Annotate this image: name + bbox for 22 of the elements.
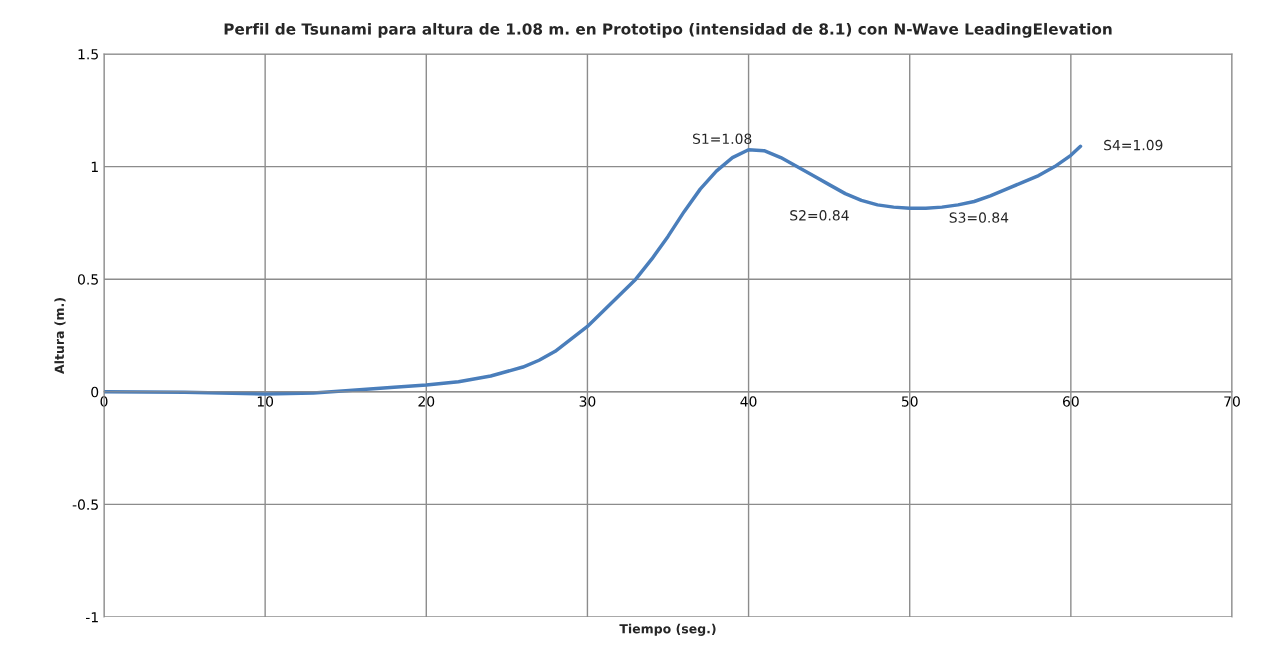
y-tick-label: 0 xyxy=(91,386,99,398)
annotation: S3=0.84 xyxy=(949,212,1009,223)
x-tick-label: 30 xyxy=(579,396,596,407)
x-tick-label: 50 xyxy=(901,396,918,407)
chart-title: Perfil de Tsunami para altura de 1.08 m. en Prototipo (intensidad de 8.1) con N-Wave LeadingElevation xyxy=(224,22,1112,38)
x-tick-label: 10 xyxy=(257,396,274,407)
y-axis-title: Altura (m.) xyxy=(54,298,66,374)
y-tick-label: -0.5 xyxy=(72,499,98,510)
y-tick-label: 0.5 xyxy=(77,274,98,285)
y-tick-label: -1 xyxy=(85,612,98,623)
x-axis-title: Tiempo (seg.) xyxy=(619,623,716,636)
y-tick-label: 1.5 xyxy=(78,49,98,60)
x-tick-label: 20 xyxy=(418,396,435,407)
x-tick-label: 70 xyxy=(1224,396,1240,407)
x-tick-label: 0 xyxy=(100,396,108,407)
line-series xyxy=(104,144,1083,396)
x-tick-label: 40 xyxy=(740,396,757,407)
x-tick-label: 60 xyxy=(1062,396,1079,407)
annotation: S2=0.84 xyxy=(790,210,849,221)
annotation: S1=1.08 xyxy=(692,133,752,145)
y-tick-label: 1 xyxy=(91,161,98,172)
annotation: S4=1.09 xyxy=(1104,139,1163,151)
